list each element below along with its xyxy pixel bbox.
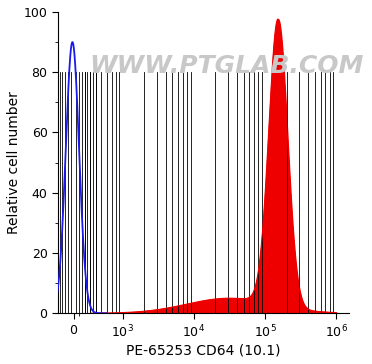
Text: WWW.PTGLAB.COM: WWW.PTGLAB.COM: [90, 54, 364, 78]
Y-axis label: Relative cell number: Relative cell number: [7, 91, 21, 234]
X-axis label: PE-65253 CD64 (10.1): PE-65253 CD64 (10.1): [126, 343, 281, 357]
